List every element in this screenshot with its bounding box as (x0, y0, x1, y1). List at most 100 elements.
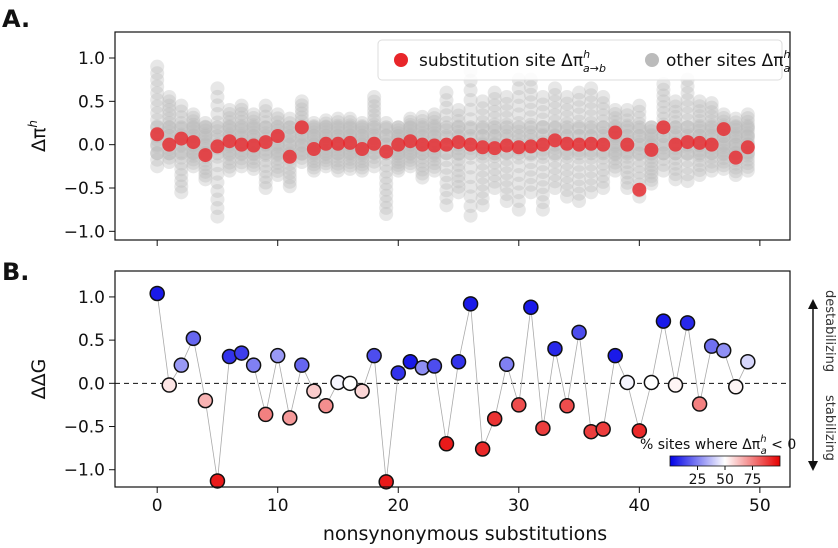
other-site-point (511, 168, 526, 182)
other-site-point (560, 163, 575, 178)
other-site-point (499, 166, 514, 181)
other-site-point (668, 94, 683, 109)
ddg-point (667, 377, 684, 393)
other-site-point (499, 180, 514, 195)
other-site-point (439, 175, 454, 190)
other-site-point (535, 165, 550, 180)
other-site-point (162, 90, 177, 104)
other-site-point (523, 162, 538, 177)
other-site-point (547, 120, 562, 135)
other-site-point (704, 100, 719, 115)
substitution-site-point (150, 127, 165, 142)
other-site-point (704, 96, 719, 111)
other-site-point (596, 102, 611, 117)
substitution-site-point (547, 133, 562, 148)
other-site-point (596, 120, 611, 135)
other-site-point (222, 163, 237, 178)
other-site-point (463, 92, 478, 107)
other-site-point (656, 94, 671, 109)
other-site-point (367, 120, 382, 135)
other-site-point (560, 96, 575, 111)
colorbar: % sites where Δπh a < 0 25 50 75 (640, 434, 796, 488)
ddg-point (498, 356, 515, 373)
other-site-point (150, 106, 165, 121)
ddg-point (679, 315, 696, 331)
other-site-point (343, 120, 358, 135)
other-site-point (560, 189, 575, 204)
other-site-point (186, 159, 201, 174)
other-site-point (668, 120, 683, 135)
other-site-point (343, 158, 358, 173)
legend-substitution-label: substitution site Δπh a→b (419, 48, 606, 75)
other-site-point (692, 158, 707, 173)
other-site-point (560, 156, 575, 171)
legend-frame (377, 39, 783, 81)
other-site-point (584, 178, 599, 193)
other-site-point (306, 120, 321, 135)
substitution-site-point (186, 135, 201, 150)
other-site-point (475, 108, 490, 123)
other-site-point (282, 120, 297, 135)
other-site-point (150, 66, 165, 81)
other-site-point (511, 202, 526, 217)
other-site-point (547, 101, 562, 116)
other-site-point (547, 81, 562, 96)
other-site-point (427, 163, 442, 178)
x-tick-label: 10 (267, 496, 289, 516)
other-site-point (475, 94, 490, 109)
other-site-point (463, 160, 478, 175)
other-site-point (572, 165, 587, 180)
other-site-point (584, 157, 599, 172)
other-site-point (391, 157, 406, 172)
other-site-point (451, 108, 466, 123)
other-site-point (415, 158, 430, 173)
other-site-point (632, 165, 647, 180)
other-site-point (210, 175, 225, 190)
ddg-point (185, 330, 202, 347)
other-site-point (174, 168, 189, 182)
substitution-site-point (632, 182, 647, 197)
other-site-point (572, 179, 587, 194)
other-site-point (403, 159, 418, 174)
other-site-point (511, 176, 526, 191)
other-site-point (367, 108, 382, 123)
legend-substitution-marker (394, 53, 408, 67)
other-site-point (222, 159, 237, 174)
other-site-point (692, 109, 707, 124)
other-site-point (547, 181, 562, 195)
other-site-point (692, 120, 707, 135)
substitution-site-point (572, 137, 587, 152)
panel-b-label: B. (2, 258, 29, 286)
other-site-point (740, 156, 755, 171)
other-site-point (596, 168, 611, 183)
other-site-point (391, 120, 406, 135)
other-site-point (596, 181, 611, 195)
ddg-point (209, 473, 226, 489)
x-tick-label: 40 (629, 496, 651, 516)
other-site-point (644, 169, 659, 184)
other-site-point (692, 168, 707, 182)
ddg-point (402, 353, 419, 370)
ddg-point (740, 353, 756, 370)
colorbar-label: % sites where Δπh a < 0 (640, 434, 796, 457)
panel-a: −1.0 −0.5 0.0 0.5 1.0 Δπh substitution site … (26, 31, 791, 246)
ddg-point (257, 406, 274, 423)
other-site-point (427, 107, 442, 122)
other-site-point (379, 176, 394, 191)
other-site-point (584, 109, 599, 124)
substitution-site-point (704, 137, 719, 152)
substitution-site-point (246, 138, 261, 153)
side-annotation: destabilizing stabilizing (808, 290, 837, 471)
y-tick-label: −1.0 (64, 461, 105, 481)
substitution-site-point (427, 138, 442, 153)
other-site-point (511, 120, 526, 135)
other-site-point (740, 107, 755, 122)
ddg-point (245, 357, 262, 373)
substitution-site-point (343, 135, 358, 150)
other-site-point (282, 170, 297, 185)
substitution-site-point (584, 136, 599, 151)
other-site-point (463, 189, 478, 204)
other-site-point (535, 105, 550, 120)
other-site-point (620, 170, 635, 185)
other-site-point (294, 98, 309, 113)
